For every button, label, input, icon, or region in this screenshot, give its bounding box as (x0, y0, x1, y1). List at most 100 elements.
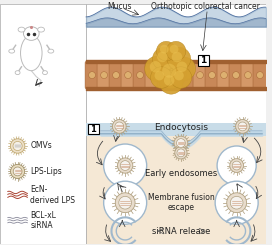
Circle shape (125, 72, 131, 78)
Circle shape (101, 72, 107, 78)
Text: BCL-xL
siRNA: BCL-xL siRNA (30, 211, 56, 230)
Circle shape (164, 75, 174, 86)
Circle shape (174, 71, 184, 80)
Circle shape (177, 139, 185, 147)
FancyBboxPatch shape (181, 61, 195, 89)
Bar (86, 4, 266, 124)
Bar (197, 55, 209, 66)
Ellipse shape (38, 27, 45, 32)
Text: 1: 1 (200, 56, 206, 65)
FancyBboxPatch shape (97, 61, 111, 89)
FancyBboxPatch shape (229, 61, 243, 89)
Ellipse shape (20, 36, 42, 71)
Circle shape (151, 67, 172, 88)
Circle shape (11, 164, 25, 178)
Text: 1: 1 (91, 125, 96, 134)
Circle shape (173, 72, 180, 78)
Circle shape (156, 57, 187, 88)
Text: EcN-
derived LPS: EcN- derived LPS (30, 185, 75, 205)
Circle shape (120, 161, 130, 171)
Circle shape (119, 196, 132, 209)
Circle shape (217, 146, 256, 185)
Circle shape (154, 71, 164, 80)
Circle shape (233, 72, 239, 78)
Circle shape (245, 72, 251, 78)
FancyBboxPatch shape (169, 61, 183, 89)
Ellipse shape (9, 49, 15, 53)
Circle shape (153, 47, 176, 71)
Circle shape (160, 72, 168, 78)
Bar (86, 122, 266, 136)
Circle shape (256, 72, 263, 78)
Text: Endocytosis: Endocytosis (154, 123, 208, 132)
Circle shape (221, 72, 227, 78)
Circle shape (113, 72, 119, 78)
FancyBboxPatch shape (145, 61, 159, 89)
Circle shape (159, 71, 183, 94)
Circle shape (177, 61, 187, 72)
Circle shape (172, 52, 182, 62)
Circle shape (185, 72, 191, 78)
Circle shape (230, 159, 243, 172)
FancyBboxPatch shape (217, 61, 231, 89)
FancyBboxPatch shape (205, 61, 219, 89)
FancyBboxPatch shape (109, 61, 123, 89)
Circle shape (238, 122, 247, 131)
Circle shape (145, 56, 170, 81)
Circle shape (166, 41, 186, 61)
Circle shape (232, 161, 241, 170)
Text: Early endosomes: Early endosomes (145, 169, 217, 178)
FancyBboxPatch shape (85, 61, 99, 89)
Circle shape (197, 72, 203, 78)
Text: siRNA release: siRNA release (152, 227, 210, 235)
Circle shape (215, 181, 258, 224)
Ellipse shape (23, 27, 39, 40)
Circle shape (174, 136, 188, 150)
Text: Orthotopic colorectal cancer: Orthotopic colorectal cancer (151, 2, 260, 11)
Ellipse shape (18, 27, 25, 32)
Bar (0, 4, 86, 244)
Circle shape (177, 149, 185, 157)
Circle shape (13, 141, 22, 151)
FancyBboxPatch shape (133, 61, 147, 89)
Circle shape (230, 196, 243, 209)
Circle shape (175, 147, 187, 159)
Circle shape (236, 120, 249, 133)
FancyBboxPatch shape (121, 61, 135, 89)
Circle shape (162, 64, 176, 78)
Circle shape (104, 144, 147, 187)
Circle shape (118, 158, 133, 173)
Circle shape (115, 122, 124, 131)
Circle shape (104, 181, 147, 224)
Circle shape (112, 120, 126, 133)
Circle shape (172, 57, 196, 80)
FancyBboxPatch shape (193, 61, 207, 89)
Circle shape (13, 167, 22, 176)
Circle shape (170, 67, 192, 88)
Ellipse shape (48, 49, 54, 53)
FancyBboxPatch shape (253, 61, 267, 89)
Circle shape (160, 45, 169, 54)
Circle shape (137, 72, 143, 78)
Circle shape (157, 52, 168, 62)
Circle shape (209, 72, 215, 78)
FancyBboxPatch shape (241, 61, 255, 89)
Bar (88, 124, 99, 134)
Circle shape (150, 61, 161, 73)
Circle shape (10, 139, 25, 153)
Ellipse shape (15, 71, 20, 74)
Bar (86, 124, 266, 244)
Circle shape (115, 193, 135, 213)
FancyBboxPatch shape (157, 61, 171, 89)
Text: Mucus: Mucus (107, 2, 132, 11)
Circle shape (89, 72, 95, 78)
Circle shape (170, 45, 178, 54)
Text: Membrane fusion
escape: Membrane fusion escape (147, 193, 214, 212)
Text: OMVs: OMVs (30, 141, 52, 150)
Circle shape (149, 72, 156, 78)
Circle shape (167, 47, 191, 71)
Circle shape (227, 193, 246, 213)
Circle shape (156, 41, 176, 61)
Text: LPS-Lips: LPS-Lips (30, 167, 62, 176)
Ellipse shape (42, 71, 47, 74)
